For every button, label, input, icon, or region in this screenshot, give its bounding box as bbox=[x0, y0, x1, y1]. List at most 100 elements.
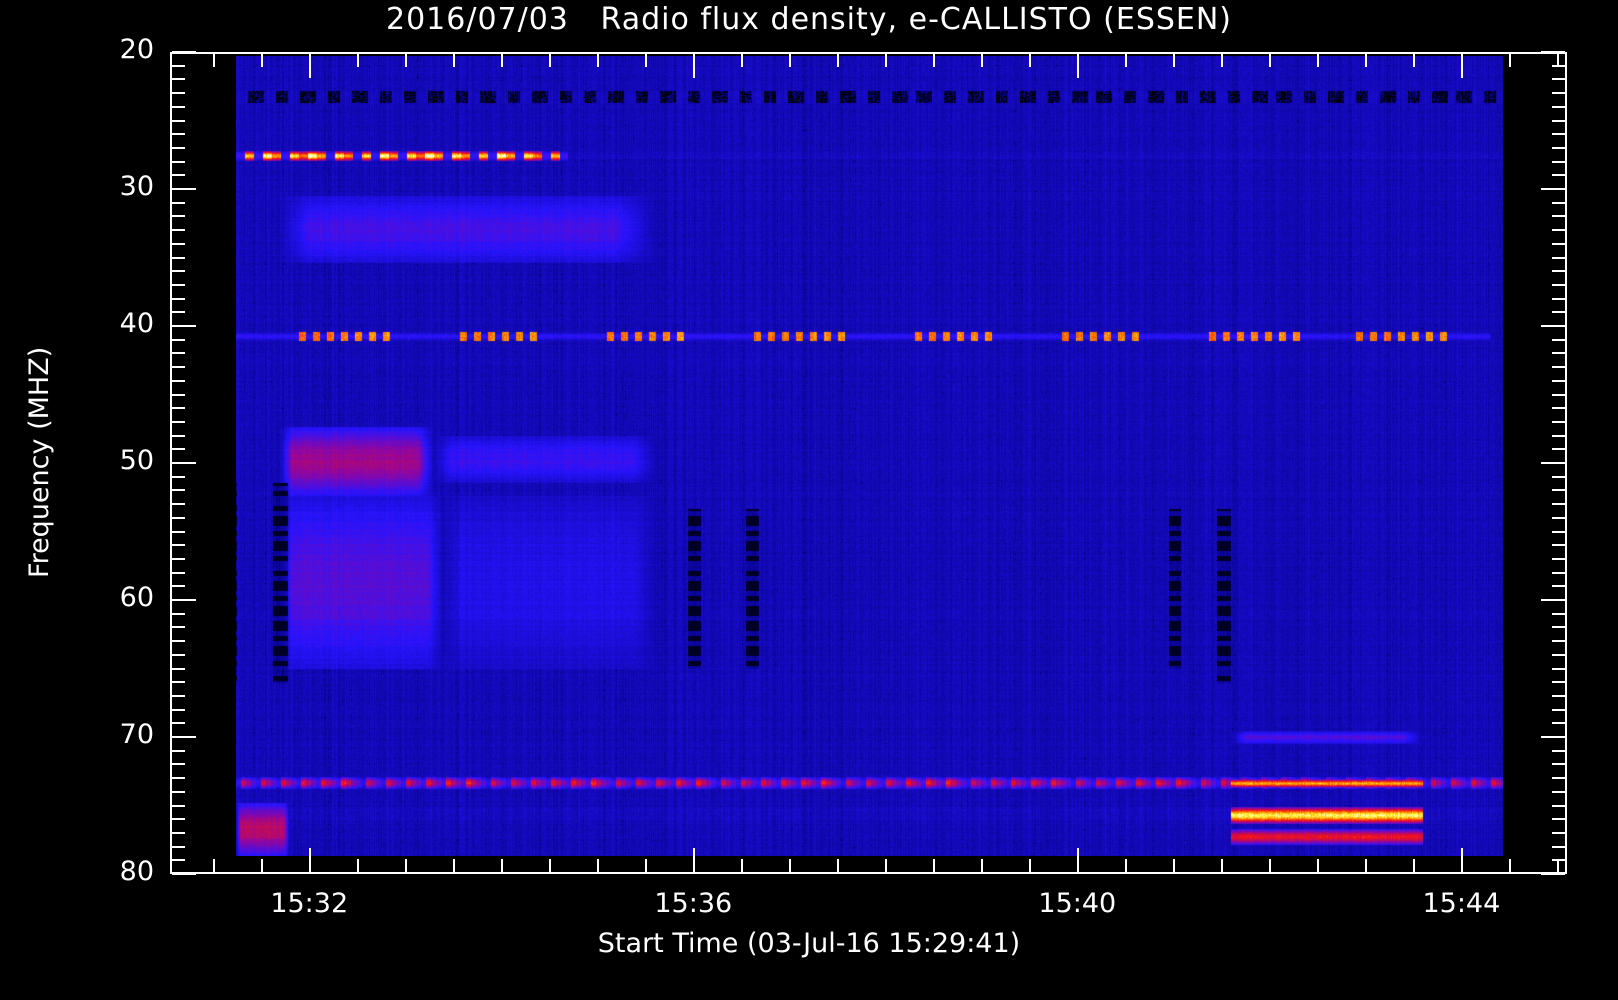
x-minor-tick bbox=[1317, 859, 1319, 872]
y-tick-label-30: 30 bbox=[119, 171, 154, 202]
x-minor-tick-top bbox=[885, 54, 887, 67]
y-minor-tick-right bbox=[1552, 777, 1565, 779]
y-minor-tick-right bbox=[1552, 120, 1565, 122]
y-minor-tick-right bbox=[1552, 709, 1565, 711]
y-minor-tick bbox=[172, 626, 185, 628]
y-major-tick-right bbox=[1541, 873, 1565, 875]
x-minor-tick bbox=[261, 859, 263, 872]
y-minor-tick bbox=[172, 174, 185, 176]
y-minor-tick-right bbox=[1552, 78, 1565, 80]
y-minor-tick bbox=[172, 558, 185, 560]
y-minor-tick bbox=[172, 859, 185, 861]
x-major-tick-top bbox=[1077, 54, 1079, 78]
y-minor-tick-right bbox=[1552, 832, 1565, 834]
x-minor-tick-top bbox=[1365, 54, 1367, 67]
y-minor-tick bbox=[172, 489, 185, 491]
y-major-tick bbox=[172, 873, 196, 875]
y-minor-tick-right bbox=[1552, 613, 1565, 615]
x-minor-tick-top bbox=[1317, 54, 1319, 67]
y-minor-tick-right bbox=[1552, 640, 1565, 642]
y-minor-tick bbox=[172, 65, 185, 67]
y-minor-tick bbox=[172, 791, 185, 793]
x-minor-tick bbox=[1125, 859, 1127, 872]
y-minor-tick bbox=[172, 681, 185, 683]
x-minor-tick bbox=[1269, 859, 1271, 872]
y-minor-tick-right bbox=[1552, 380, 1565, 382]
x-minor-tick-top bbox=[597, 54, 599, 67]
y-minor-tick-right bbox=[1552, 229, 1565, 231]
y-minor-tick-right bbox=[1552, 791, 1565, 793]
y-minor-tick bbox=[172, 722, 185, 724]
y-minor-tick-right bbox=[1552, 147, 1565, 149]
x-minor-tick bbox=[1029, 859, 1031, 872]
y-minor-tick-right bbox=[1552, 161, 1565, 163]
y-minor-tick-right bbox=[1552, 531, 1565, 533]
y-minor-tick-right bbox=[1552, 174, 1565, 176]
x-minor-tick bbox=[357, 859, 359, 872]
x-major-tick bbox=[693, 848, 695, 872]
y-minor-tick bbox=[172, 243, 185, 245]
y-minor-tick-right bbox=[1552, 215, 1565, 217]
x-minor-tick bbox=[1557, 859, 1559, 872]
x-minor-tick bbox=[933, 859, 935, 872]
x-minor-tick-top bbox=[1557, 54, 1559, 67]
y-minor-tick-right bbox=[1552, 544, 1565, 546]
x-minor-tick-top bbox=[645, 54, 647, 67]
y-minor-tick bbox=[172, 407, 185, 409]
x-minor-tick-top bbox=[981, 54, 983, 67]
y-major-tick-right bbox=[1541, 51, 1565, 53]
y-major-tick bbox=[172, 462, 196, 464]
x-minor-tick-top bbox=[1269, 54, 1271, 67]
y-minor-tick bbox=[172, 517, 185, 519]
y-minor-tick bbox=[172, 229, 185, 231]
y-minor-tick-right bbox=[1552, 503, 1565, 505]
y-major-tick-right bbox=[1541, 188, 1565, 190]
x-minor-tick bbox=[453, 859, 455, 872]
y-minor-tick bbox=[172, 654, 185, 656]
y-minor-tick bbox=[172, 709, 185, 711]
x-minor-tick-top bbox=[1125, 54, 1127, 67]
x-major-tick-top bbox=[693, 54, 695, 78]
y-minor-tick bbox=[172, 161, 185, 163]
y-minor-tick-right bbox=[1552, 352, 1565, 354]
x-minor-tick-top bbox=[453, 54, 455, 67]
y-minor-tick-right bbox=[1552, 750, 1565, 752]
x-minor-tick bbox=[837, 859, 839, 872]
x-minor-tick bbox=[885, 859, 887, 872]
y-minor-tick bbox=[172, 133, 185, 135]
x-minor-tick-top bbox=[933, 54, 935, 67]
y-minor-tick-right bbox=[1552, 489, 1565, 491]
y-minor-tick bbox=[172, 668, 185, 670]
y-minor-tick-right bbox=[1552, 270, 1565, 272]
y-minor-tick-right bbox=[1552, 298, 1565, 300]
y-minor-tick-right bbox=[1552, 695, 1565, 697]
x-tick-label-15-32: 15:32 bbox=[270, 888, 349, 919]
x-minor-tick-top bbox=[501, 54, 503, 67]
y-minor-tick bbox=[172, 832, 185, 834]
y-minor-tick-right bbox=[1552, 92, 1565, 94]
y-major-tick bbox=[172, 325, 196, 327]
y-minor-tick bbox=[172, 311, 185, 313]
y-minor-tick bbox=[172, 78, 185, 80]
y-minor-tick bbox=[172, 352, 185, 354]
y-minor-tick-right bbox=[1552, 681, 1565, 683]
x-minor-tick-top bbox=[213, 54, 215, 67]
y-minor-tick bbox=[172, 640, 185, 642]
y-minor-tick bbox=[172, 202, 185, 204]
y-major-tick-right bbox=[1541, 599, 1565, 601]
y-minor-tick bbox=[172, 284, 185, 286]
y-minor-tick bbox=[172, 435, 185, 437]
x-minor-tick-top bbox=[405, 54, 407, 67]
x-minor-tick-top bbox=[1509, 54, 1511, 67]
y-minor-tick bbox=[172, 503, 185, 505]
y-tick-label-80: 80 bbox=[119, 856, 154, 887]
x-major-tick bbox=[309, 848, 311, 872]
x-major-tick bbox=[1077, 848, 1079, 872]
x-major-tick-top bbox=[1461, 54, 1463, 78]
page-title: 2016/07/03 Radio flux density, e-CALLIST… bbox=[385, 2, 1232, 37]
x-tick-label-15-44: 15:44 bbox=[1422, 888, 1501, 919]
y-minor-tick bbox=[172, 846, 185, 848]
x-minor-tick bbox=[789, 859, 791, 872]
y-minor-tick bbox=[172, 339, 185, 341]
x-axis-title: Start Time (03-Jul-16 15:29:41) bbox=[597, 928, 1021, 959]
